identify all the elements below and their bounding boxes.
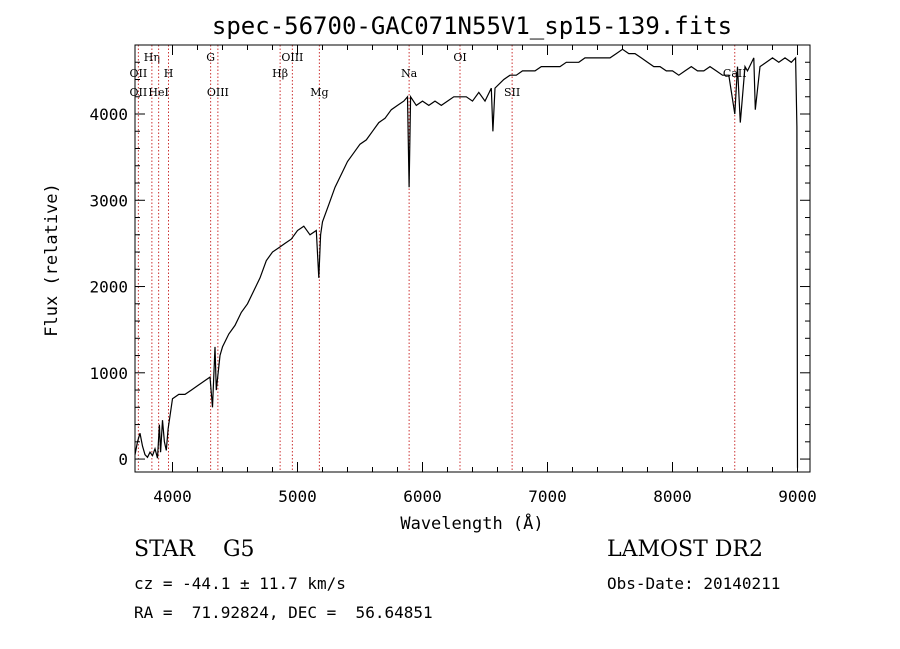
line-marker-label: Na (401, 67, 418, 80)
x-tick-label: 5000 (278, 487, 317, 506)
coordinates: RA = 71.92824, DEC = 56.64851 (134, 603, 433, 622)
chart-title: spec-56700-GAC071N55V1_sp15-139.fits (212, 12, 732, 40)
y-tick-label: 0 (118, 450, 128, 469)
line-marker-label: Hβ (272, 67, 288, 80)
line-marker-label: OIII (207, 86, 229, 99)
line-marker-label: OII (130, 67, 148, 80)
line-marker-label: OII (130, 86, 148, 99)
line-marker-label: Hη (144, 51, 160, 64)
x-tick-label: 8000 (653, 487, 692, 506)
y-tick-label: 2000 (89, 278, 128, 297)
x-tick-label: 6000 (403, 487, 442, 506)
object-class: STAR G5 (134, 537, 255, 562)
line-marker-label: H (164, 67, 174, 80)
y-tick-label: 1000 (89, 364, 128, 383)
x-axis-label: Wavelength (Å) (400, 512, 543, 534)
axis-ticks: 4000 5000 6000 7000 8000 9000 0 1000 2000 3000 400… (89, 45, 817, 506)
line-marker-label: G (206, 51, 215, 64)
x-tick-label: 9000 (778, 487, 817, 506)
y-tick-label: 3000 (89, 191, 128, 210)
y-axis-label: Flux (relative) (42, 183, 62, 337)
line-markers: OII OII Hη HeI H G OIII Hβ OIII Mg Na OI SII CaII (130, 45, 747, 472)
line-marker-label: SII (504, 86, 520, 99)
line-marker-label: OI (453, 51, 466, 64)
redshift-info: cz = -44.1 ± 11.7 km/s (134, 574, 346, 593)
line-marker-label: CaII (723, 67, 747, 80)
line-marker-label: HeI (148, 86, 168, 99)
y-tick-label: 4000 (89, 105, 128, 124)
x-tick-label: 4000 (153, 487, 192, 506)
obs-date: Obs-Date: 20140211 (607, 574, 781, 593)
survey-name: LAMOST DR2 (607, 537, 763, 562)
plot-frame (134, 44, 811, 473)
line-marker-label: OIII (281, 51, 303, 64)
x-tick-label: 7000 (528, 487, 567, 506)
spectrum-line (134, 48, 799, 468)
line-marker-label: Mg (310, 86, 328, 99)
